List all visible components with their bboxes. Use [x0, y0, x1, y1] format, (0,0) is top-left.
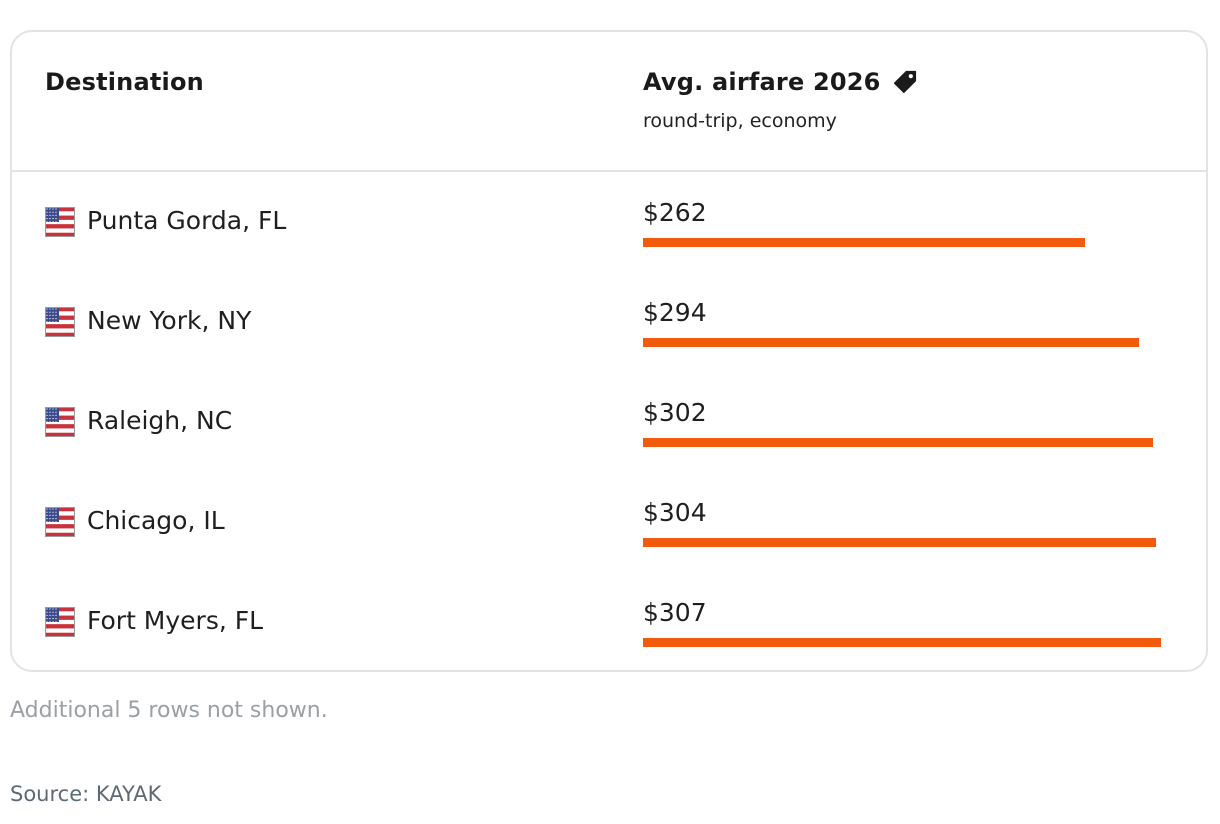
airfare-bar	[643, 338, 1139, 347]
us-flag-icon	[45, 507, 75, 538]
price-label: $307	[643, 598, 707, 627]
airfare-bar	[643, 538, 1156, 547]
us-flag-icon	[45, 407, 75, 438]
airfare-column-subtitle: round-trip, economy	[643, 110, 837, 132]
destination-name: Punta Gorda, FL	[87, 206, 287, 235]
us-flag-icon	[45, 607, 75, 638]
price-label: $262	[643, 198, 707, 227]
table-row: Punta Gorda, FL $262	[12, 172, 1206, 272]
destination-name: Fort Myers, FL	[87, 606, 264, 635]
destination-name: Raleigh, NC	[87, 406, 233, 435]
us-flag-icon	[45, 207, 75, 238]
source-label: Source: KAYAK	[10, 782, 162, 806]
airfare-column-header: Avg. airfare 2026	[643, 68, 919, 96]
destination-name: Chicago, IL	[87, 506, 225, 535]
table-row: Fort Myers, FL $307	[12, 572, 1206, 670]
table-row: New York, NY $294	[12, 272, 1206, 372]
rows-not-shown-note: Additional 5 rows not shown.	[10, 698, 328, 723]
table-row: Raleigh, NC $302	[12, 372, 1206, 472]
destination-column-header: Destination	[45, 68, 204, 96]
airfare-column-title: Avg. airfare 2026	[643, 68, 881, 96]
price-label: $302	[643, 398, 707, 427]
table-header: Destination Avg. airfare 2026 round-trip…	[12, 32, 1206, 172]
price-label: $294	[643, 298, 707, 327]
price-tag-icon	[893, 70, 916, 94]
price-label: $304	[643, 498, 707, 527]
airfare-bar	[643, 238, 1085, 247]
us-flag-icon	[45, 307, 75, 338]
destination-name: New York, NY	[87, 306, 252, 335]
airfare-bar	[643, 638, 1161, 647]
airfare-table-card: Destination Avg. airfare 2026 round-trip…	[10, 30, 1208, 672]
table-row: Chicago, IL $304	[12, 472, 1206, 572]
airfare-bar	[643, 438, 1153, 447]
